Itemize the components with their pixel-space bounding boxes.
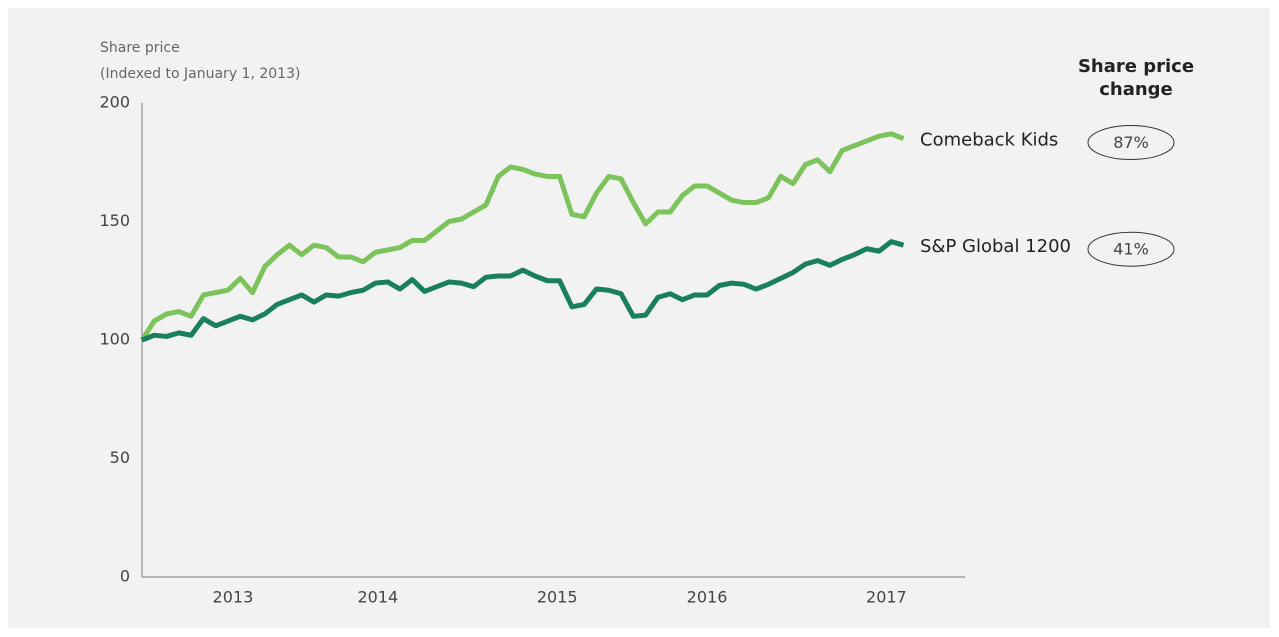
- y-tick-label: 200: [99, 93, 130, 112]
- x-tick-label: 2014: [357, 588, 398, 607]
- x-tick-label: 2013: [213, 588, 254, 607]
- change-title: change: [1099, 79, 1173, 100]
- y-tick-label: 50: [110, 448, 130, 467]
- x-tick-label: 2016: [687, 588, 728, 607]
- change-label: 41%: [1113, 240, 1149, 259]
- change-oval: [1087, 231, 1175, 267]
- x-tick-label: 2017: [866, 588, 907, 607]
- y-tick-label: 150: [99, 211, 130, 230]
- change-title: Share price: [1078, 56, 1194, 77]
- change-label: 87%: [1113, 133, 1149, 152]
- y-axis-label: Share price: [100, 40, 180, 56]
- y-tick-label: 0: [120, 567, 130, 586]
- y-tick-label: 100: [99, 330, 130, 349]
- change-oval: [1087, 125, 1175, 161]
- series-label: S&P Global 1200: [920, 236, 1071, 257]
- series-line: [141, 239, 905, 343]
- y-axis-label: (Indexed to January 1, 2013): [100, 66, 300, 82]
- x-tick-label: 2015: [537, 588, 578, 607]
- series-label: Comeback Kids: [920, 130, 1058, 151]
- series-line: [139, 131, 905, 342]
